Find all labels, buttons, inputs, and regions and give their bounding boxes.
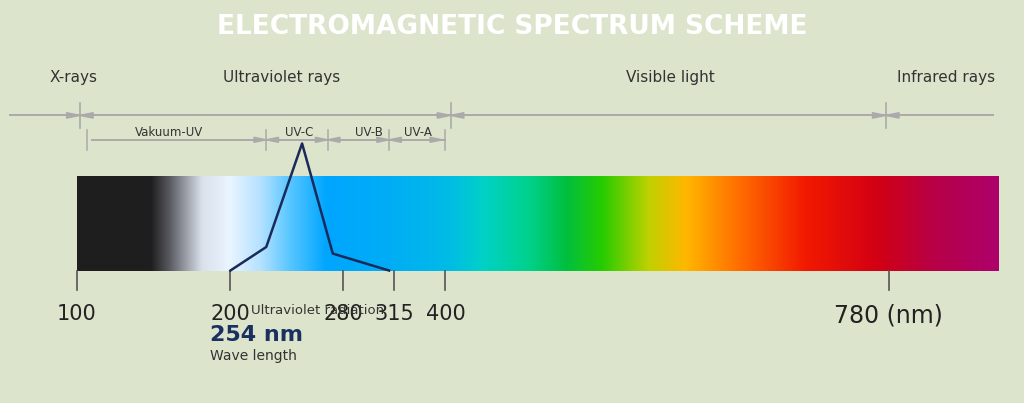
Polygon shape xyxy=(430,137,442,142)
Text: UV-C: UV-C xyxy=(285,126,313,139)
Polygon shape xyxy=(80,113,93,118)
Text: Ultraviolet rays: Ultraviolet rays xyxy=(223,70,340,85)
Text: 200: 200 xyxy=(211,303,250,324)
Polygon shape xyxy=(389,137,401,142)
Polygon shape xyxy=(872,113,886,118)
Polygon shape xyxy=(67,113,80,118)
Polygon shape xyxy=(254,137,266,142)
Polygon shape xyxy=(266,137,279,142)
Text: Wave length: Wave length xyxy=(210,349,297,363)
Text: 315: 315 xyxy=(375,303,414,324)
Polygon shape xyxy=(886,113,899,118)
Polygon shape xyxy=(451,113,464,118)
Text: X-rays: X-rays xyxy=(49,70,97,85)
Polygon shape xyxy=(377,137,389,142)
Text: UV-A: UV-A xyxy=(403,126,432,139)
Polygon shape xyxy=(315,137,328,142)
Text: 254 nm: 254 nm xyxy=(210,325,303,345)
Text: Visible light: Visible light xyxy=(627,70,715,85)
Text: ELECTROMAGNETIC SPECTRUM SCHEME: ELECTROMAGNETIC SPECTRUM SCHEME xyxy=(217,14,807,40)
Text: 400: 400 xyxy=(426,303,465,324)
Text: 100: 100 xyxy=(57,303,96,324)
Text: Infrared rays: Infrared rays xyxy=(897,70,995,85)
Polygon shape xyxy=(437,113,451,118)
Text: Vakuum-UV: Vakuum-UV xyxy=(135,126,203,139)
Text: 280: 280 xyxy=(324,303,362,324)
Text: Ultraviolet radiation: Ultraviolet radiation xyxy=(251,304,384,317)
Text: 780 (nm): 780 (nm) xyxy=(835,303,943,328)
Polygon shape xyxy=(328,137,340,142)
Text: UV-B: UV-B xyxy=(354,126,383,139)
